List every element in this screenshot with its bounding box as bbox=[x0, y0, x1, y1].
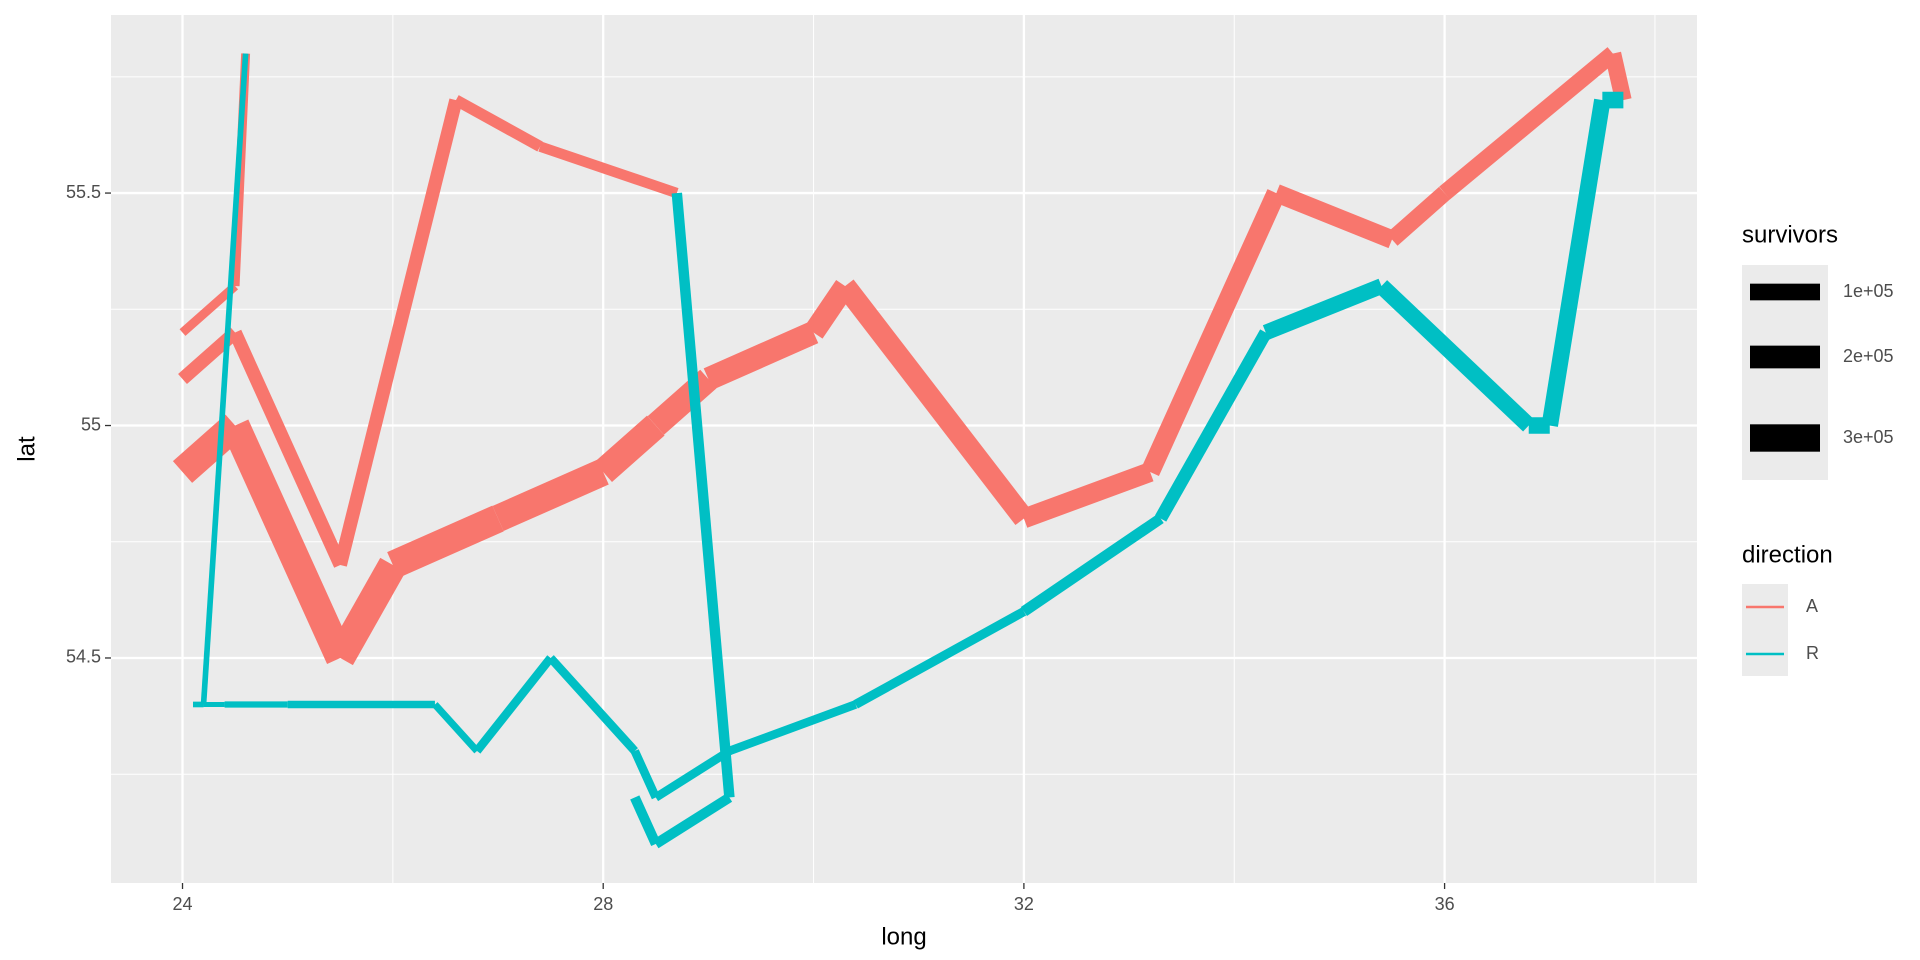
path-segment bbox=[1386, 186, 1451, 246]
x-tick-label: 24 bbox=[173, 894, 193, 914]
path-segment bbox=[179, 282, 239, 336]
path-segment bbox=[853, 607, 1027, 709]
y-tick-label: 55.5 bbox=[66, 182, 101, 202]
legend-key bbox=[1750, 345, 1820, 369]
path-segment bbox=[1020, 513, 1164, 617]
path-segment bbox=[229, 329, 347, 568]
legend-keys bbox=[1742, 584, 1788, 676]
legend-label: 2e+05 bbox=[1843, 346, 1894, 366]
path-segment bbox=[453, 95, 543, 152]
path-segment bbox=[432, 702, 480, 754]
path-segment bbox=[1439, 47, 1619, 200]
path-segment bbox=[630, 795, 661, 847]
path-segment bbox=[653, 747, 732, 802]
path-segment bbox=[327, 557, 406, 666]
x-tick-label: 36 bbox=[1435, 894, 1455, 914]
path-segment bbox=[1020, 462, 1154, 528]
path-segment bbox=[1262, 278, 1385, 340]
path-segment bbox=[703, 321, 819, 390]
y-tick-label: 55 bbox=[81, 414, 101, 434]
path-segment bbox=[473, 655, 554, 754]
y-axis-label: lat bbox=[13, 436, 40, 462]
path-segment bbox=[333, 98, 463, 567]
path-segment bbox=[727, 700, 858, 756]
legend-label: R bbox=[1806, 643, 1819, 663]
path-segment bbox=[1541, 98, 1611, 427]
legend-key bbox=[1750, 424, 1820, 452]
legend-label: 1e+05 bbox=[1843, 281, 1894, 301]
legend-title: direction bbox=[1742, 541, 1833, 568]
path-segment bbox=[671, 192, 735, 798]
legend-label: 3e+05 bbox=[1843, 427, 1894, 447]
path-segment bbox=[200, 53, 249, 705]
path-segment bbox=[547, 655, 638, 754]
path-segment bbox=[387, 505, 504, 578]
path-segment bbox=[630, 749, 660, 800]
x-axis-label: long bbox=[881, 923, 926, 950]
path-segment bbox=[1272, 184, 1396, 249]
y-tick-label: 54.5 bbox=[66, 647, 101, 667]
path-segment bbox=[221, 419, 354, 664]
legend-key bbox=[1750, 283, 1820, 301]
path-segment bbox=[653, 793, 733, 849]
path-segment bbox=[1375, 280, 1535, 432]
path-segment bbox=[836, 279, 1033, 526]
path-segment bbox=[1141, 189, 1286, 477]
path-segment bbox=[647, 369, 717, 435]
path-segment bbox=[492, 459, 609, 532]
legend-title: survivors bbox=[1742, 221, 1838, 248]
path-segment bbox=[1155, 329, 1272, 522]
x-tick-label: 32 bbox=[1014, 894, 1034, 914]
legend-label: A bbox=[1806, 596, 1818, 616]
path-segment bbox=[538, 141, 679, 199]
x-tick-label: 28 bbox=[593, 894, 613, 914]
panel bbox=[111, 15, 1697, 883]
path-segment bbox=[594, 415, 665, 482]
